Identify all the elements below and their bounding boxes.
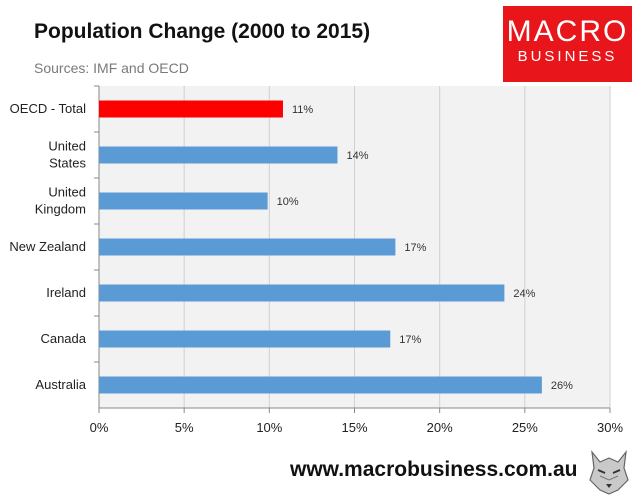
category-label: New Zealand bbox=[9, 239, 86, 254]
bar bbox=[99, 376, 542, 394]
bar bbox=[99, 146, 338, 164]
data-label: 11% bbox=[292, 104, 313, 116]
wolf-logo-icon bbox=[586, 446, 632, 496]
category-label-line: Australia bbox=[35, 377, 86, 392]
x-tick-label: 30% bbox=[597, 420, 623, 435]
x-tick-label: 20% bbox=[427, 420, 453, 435]
bar bbox=[99, 284, 505, 302]
category-label-line: OECD - Total bbox=[10, 101, 86, 116]
logo-line-2: BUSINESS bbox=[517, 48, 618, 65]
category-label: United Kingdom bbox=[35, 185, 86, 217]
bar bbox=[99, 192, 268, 210]
data-label: 14% bbox=[346, 150, 368, 162]
category-label-line: Canada bbox=[40, 331, 86, 346]
logo-line-1: MACRO bbox=[506, 15, 629, 48]
chart-subtitle: Sources: IMF and OECD bbox=[34, 60, 189, 76]
bar bbox=[99, 238, 396, 256]
category-label: Canada bbox=[40, 331, 86, 346]
x-tick-label: 10% bbox=[256, 420, 282, 435]
category-label: Ireland bbox=[46, 285, 86, 300]
category-label-line: Kingdom bbox=[35, 202, 86, 217]
x-tick-label: 5% bbox=[175, 420, 194, 435]
data-label: 24% bbox=[513, 288, 535, 300]
chart-title: Population Change (2000 to 2015) bbox=[34, 20, 371, 43]
category-label-line: United bbox=[48, 185, 86, 200]
footer-url: www.macrobusiness.com.au bbox=[290, 458, 578, 481]
category-label-line: Ireland bbox=[46, 285, 86, 300]
category-label: Australia bbox=[35, 377, 86, 392]
x-tick-label: 25% bbox=[512, 420, 538, 435]
data-label: 10% bbox=[277, 196, 299, 208]
x-tick-label: 0% bbox=[90, 420, 109, 435]
category-label: United States bbox=[48, 139, 86, 171]
data-label: 17% bbox=[399, 334, 421, 346]
bar bbox=[99, 330, 391, 348]
category-label-line: States bbox=[49, 156, 86, 171]
data-label: 26% bbox=[551, 380, 573, 392]
data-label: 17% bbox=[404, 242, 426, 254]
category-label: OECD - Total bbox=[10, 101, 86, 116]
category-label-line: United bbox=[48, 139, 86, 154]
bar bbox=[99, 100, 283, 118]
macrobusiness-logo: MACRO BUSINESS bbox=[503, 6, 632, 82]
category-label-line: New Zealand bbox=[9, 239, 86, 254]
x-tick-label: 15% bbox=[341, 420, 367, 435]
